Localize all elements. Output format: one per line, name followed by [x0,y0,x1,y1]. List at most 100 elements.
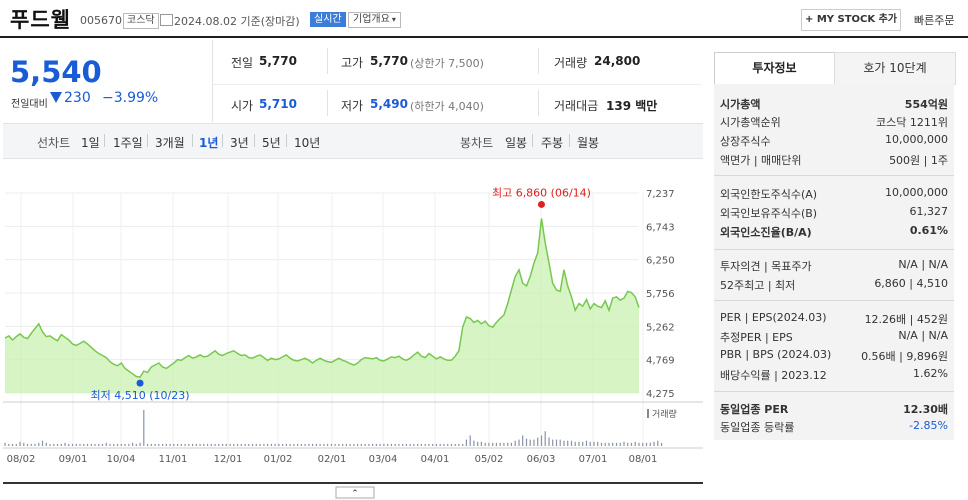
volume-bar [15,443,17,446]
x-tick-label: 06/03 [527,454,556,465]
down-arrow-icon [50,92,62,103]
volume-bar [116,443,119,446]
volume-bar [507,442,509,446]
info-key: 추정PER | EPS [720,331,793,344]
volume-bar [38,442,40,446]
volume-bar [540,435,543,446]
volume-bar [41,440,44,446]
add-my-stock-button[interactable]: + MY STOCK 추가 [801,9,901,31]
chevron-up-icon[interactable]: ⌃ [351,489,359,499]
volume-bar [90,443,92,446]
volume-value: 24,800 [594,54,641,68]
volume-bar [300,443,302,446]
volume-bar [342,443,344,446]
volume-bar [402,443,404,446]
volume-bar [578,441,580,446]
info-key: 외국인한도주식수(A) [720,188,818,201]
volume-bar [94,443,96,446]
volume-bar [353,443,355,446]
corp-info-dropdown[interactable]: 기업개요 ▾ [348,12,401,28]
volume-legend-label: 거래량 [652,408,677,420]
volume-bar [364,443,366,446]
period-3m[interactable]: 3개월 [155,136,185,150]
volume-bar [390,443,392,446]
price-line [4,218,640,378]
info-key: 동일업종 등락률 [720,421,795,434]
volume-bar [270,443,272,446]
volume-bar [285,443,287,446]
volume-bar [465,439,467,446]
candle-weekly[interactable]: 주봉 [541,136,564,150]
candle-monthly[interactable]: 월봉 [577,136,600,150]
y-tick-label: 5,756 [646,289,675,300]
volume-bar [109,443,111,446]
info-value: N/A | N/A [898,258,948,271]
stock-code: 005670 [80,14,122,27]
volume-bar [207,443,209,446]
min-point-marker [136,379,144,387]
volume-bar [499,442,501,446]
volume-bar [372,443,374,446]
volume-bar [645,442,648,446]
info-value: 6,860 | 4,510 [874,277,948,290]
tab-investment-info[interactable]: 투자정보 [714,52,835,84]
period-5y[interactable]: 5년 [262,136,281,150]
volume-bar [638,442,640,446]
info-key: 52주최고 | 최저 [720,279,796,292]
divider [212,40,213,122]
volume-bar [263,443,265,446]
volume-bar [589,441,591,446]
low-label: 저가 [341,99,364,113]
max-annotation: 최고 6,860 (06/14) [492,186,591,199]
separator [532,134,533,147]
volume-bar [124,443,126,446]
volume-bar [634,441,636,446]
info-key: 액면가 | 매매단위 [720,154,802,167]
volume-bar [488,442,490,446]
volume-bar [237,443,239,446]
open-label: 시가 [231,99,254,113]
volume-bar [304,443,306,446]
volume-bar [653,441,655,446]
y-tick-label: 6,250 [646,256,675,267]
stock-name: 푸드웰 [10,8,71,32]
collapse-chart-button[interactable] [335,486,375,499]
info-key: 투자의견 | 목표주가 [720,260,812,273]
volume-bar [19,441,21,446]
y-tick-label: 4,769 [646,356,675,367]
base-date: 2024.08.02 기준(장마감) [174,15,300,28]
period-3y[interactable]: 3년 [230,136,249,150]
period-1d[interactable]: 1일 [81,136,100,150]
volume-bar [379,443,381,446]
separator [286,134,287,147]
info-key: 동일업종 PER [720,403,789,416]
info-separator [714,249,954,250]
candle-daily[interactable]: 일봉 [505,136,528,150]
info-value: 12.26배 | 452원 [864,313,948,326]
period-1w[interactable]: 1주일 [113,136,143,150]
realtime-button[interactable]: 실시간 [310,12,346,27]
x-axis-labels: 08/02 09/01 10/04 11/01 12/01 01/02 02/01 03/04… [7,454,658,465]
period-1y[interactable]: 1년 [199,136,219,150]
volume-bar [593,441,595,446]
volume-bar [327,443,329,446]
volume-bar [424,443,426,446]
volume-bar [113,443,115,446]
volume-bar [30,443,32,446]
info-value: 554억원 [904,98,948,111]
x-tick-label: 03/04 [369,454,398,465]
volume-bar [473,440,475,446]
quick-order-link[interactable]: 빠른주문 [914,14,955,27]
volume-bar [627,442,629,446]
volume-bar [128,443,130,446]
volume-bar [83,443,85,446]
tab-order-book[interactable]: 호가 10단계 [834,52,956,85]
volume-bar [297,443,299,446]
calendar-icon [160,14,173,26]
volume-bar [537,437,539,446]
volume-bar [492,442,494,446]
volume-bar [323,443,325,446]
period-10y[interactable]: 10년 [294,136,321,150]
volume-bar [173,443,175,446]
volume-bars [4,410,663,446]
